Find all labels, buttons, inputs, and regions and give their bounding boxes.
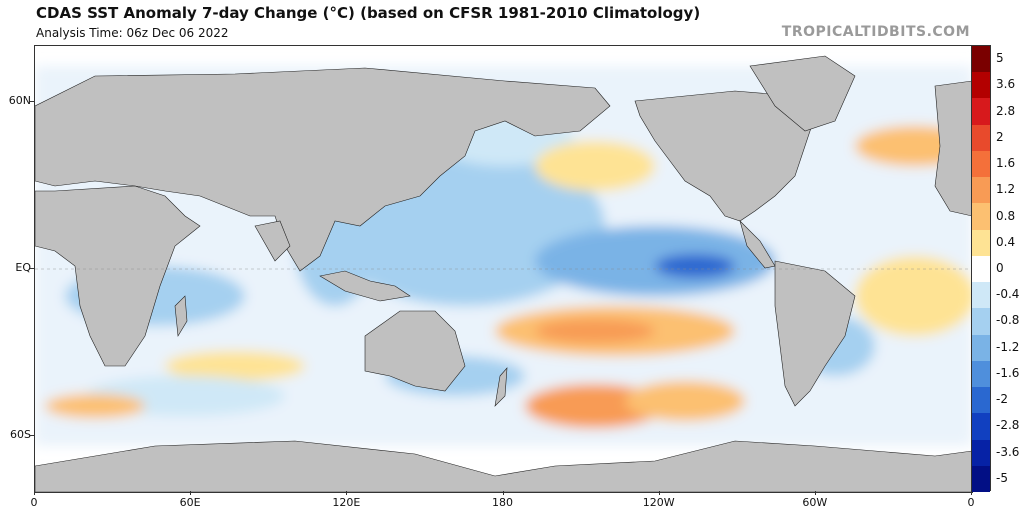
lon-label-4: 120W xyxy=(642,496,675,509)
site-brand: TROPICALTIDBITS.COM xyxy=(781,24,970,40)
colorbar-label-7: 0.4 xyxy=(996,234,1016,249)
lat-tick-1 xyxy=(30,268,34,269)
colorbar-label-10: -0.8 xyxy=(996,313,1020,328)
colorbar-segment-13 xyxy=(972,387,990,414)
lat-label-1: EQ xyxy=(15,261,31,274)
map-panel xyxy=(34,45,973,493)
colorbar-segment-7 xyxy=(972,229,990,257)
lat-tick-0 xyxy=(30,100,34,102)
colorbar-segment-3 xyxy=(972,124,990,152)
sst-anomaly-map xyxy=(35,46,972,492)
colorbar-label-6: 0.8 xyxy=(996,208,1016,223)
colorbar-segment-1 xyxy=(972,72,990,99)
colorbar-label-9: -0.4 xyxy=(996,287,1020,302)
colorbar-segment-4 xyxy=(972,150,990,178)
colorbar-segment-5 xyxy=(972,177,990,204)
lat-tick-2 xyxy=(30,435,34,437)
lat-label-2: 60S xyxy=(10,428,31,442)
colorbar-label-16: -5 xyxy=(996,470,1008,485)
lon-label-6: 0 xyxy=(967,496,975,509)
lon-tick-1 xyxy=(190,491,192,495)
colorbar-segment-14 xyxy=(972,413,990,441)
land-masses xyxy=(35,55,972,492)
lon-label-3: 180 xyxy=(492,496,513,509)
colorbar-segment-9 xyxy=(972,282,990,309)
chart-title: CDAS SST Anomaly 7-day Change (°C) (base… xyxy=(36,4,701,22)
colorbar-segment-12 xyxy=(972,360,990,388)
colorbar-label-15: -3.6 xyxy=(996,444,1020,459)
colorbar-segment-10 xyxy=(972,308,990,336)
colorbar xyxy=(971,45,991,493)
colorbar-label-11: -1.2 xyxy=(996,339,1020,354)
colorbar-segment-11 xyxy=(972,334,990,362)
colorbar-label-8: 0 xyxy=(996,261,1004,275)
colorbar-label-5: 1.2 xyxy=(996,182,1016,197)
lon-label-2: 120E xyxy=(332,496,361,509)
lon-tick-2 xyxy=(346,491,348,495)
colorbar-label-2: 2.8 xyxy=(996,103,1016,118)
colorbar-segment-0 xyxy=(972,46,990,73)
lon-tick-0 xyxy=(34,491,35,495)
colorbar-segment-8 xyxy=(972,255,990,283)
colorbar-segment-16 xyxy=(972,465,990,493)
lat-label-0: 60N xyxy=(8,93,31,107)
colorbar-segment-15 xyxy=(972,439,990,467)
colorbar-label-0: 5 xyxy=(996,51,1004,66)
colorbar-label-1: 3.6 xyxy=(996,77,1016,92)
colorbar-label-4: 1.6 xyxy=(996,156,1016,171)
lon-label-1: 60E xyxy=(179,496,201,509)
lon-label-5: 60W xyxy=(802,496,828,509)
colorbar-label-3: 2 xyxy=(996,129,1004,144)
colorbar-segment-6 xyxy=(972,203,990,231)
colorbar-segment-2 xyxy=(972,98,990,126)
lon-tick-3 xyxy=(502,491,504,495)
lon-tick-4 xyxy=(658,491,660,495)
lon-tick-6 xyxy=(971,491,972,495)
analysis-time: Analysis Time: 06z Dec 06 2022 xyxy=(36,26,229,40)
lon-label-0: 0 xyxy=(30,496,38,509)
colorbar-label-14: -2.8 xyxy=(996,418,1020,433)
colorbar-label-13: -2 xyxy=(996,392,1008,407)
lon-tick-5 xyxy=(814,491,816,495)
colorbar-label-12: -1.6 xyxy=(996,365,1020,380)
